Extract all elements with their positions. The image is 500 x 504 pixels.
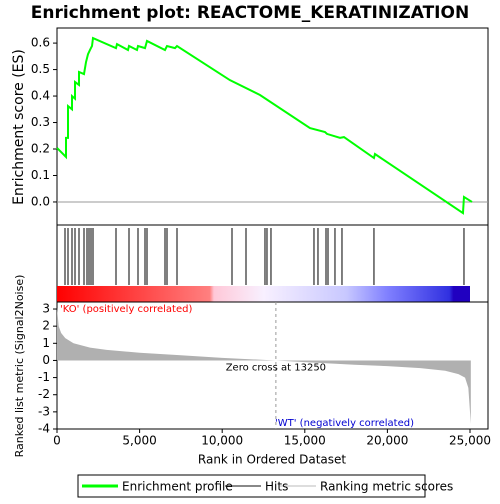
y-axis-label: Enrichment score (ES): [11, 49, 27, 205]
y-tick-label: 0.4: [31, 89, 50, 103]
y-tick-label: 0.5: [31, 62, 50, 76]
y-tick-label: -2: [38, 387, 50, 401]
y-tick-label: 0.1: [31, 168, 50, 182]
color-bar: [57, 286, 470, 302]
x-tick-label: 20,000: [366, 434, 408, 448]
y-tick-label: 0.6: [31, 36, 50, 50]
y-tick-label: -3: [38, 404, 50, 418]
x-tick-label: 0: [53, 434, 61, 448]
y-tick-label: -4: [38, 422, 50, 436]
y-tick-label: 0.3: [31, 115, 50, 129]
legend-label: Ranking metric scores: [320, 480, 453, 494]
metric-area: [57, 307, 471, 424]
x-tick-label: 15,000: [284, 434, 326, 448]
x-tick-label: 10,000: [201, 434, 243, 448]
y-tick-label: 3: [42, 302, 50, 316]
legend-label: Enrichment profile: [122, 480, 233, 494]
y-tick-label: 2: [42, 319, 50, 333]
pos-label: 'KO' (positively correlated): [60, 304, 192, 315]
x-tick-label: 25,000: [449, 434, 491, 448]
y-tick-label: 0: [42, 353, 50, 367]
x-tick-label: 5,000: [122, 434, 156, 448]
x-axis-label: Rank in Ordered Dataset: [198, 453, 346, 467]
y-tick-label: 1: [42, 336, 50, 350]
enrichment-line: [56, 36, 473, 215]
chart-title: Enrichment plot: REACTOME_KERATINIZATION: [31, 3, 469, 23]
annotation: Zero cross at 13250: [226, 362, 326, 373]
neg-label: 'WT' (negatively correlated): [275, 418, 414, 429]
metric-frame: [56, 301, 489, 430]
y-tick-label: 0.2: [31, 142, 50, 156]
y-tick-label: 0.0: [31, 194, 50, 208]
legend-label: Hits: [265, 480, 288, 494]
y-tick-label: -1: [38, 370, 50, 384]
y-axis-label: Ranked list metric (Signal2Noise): [13, 275, 26, 458]
